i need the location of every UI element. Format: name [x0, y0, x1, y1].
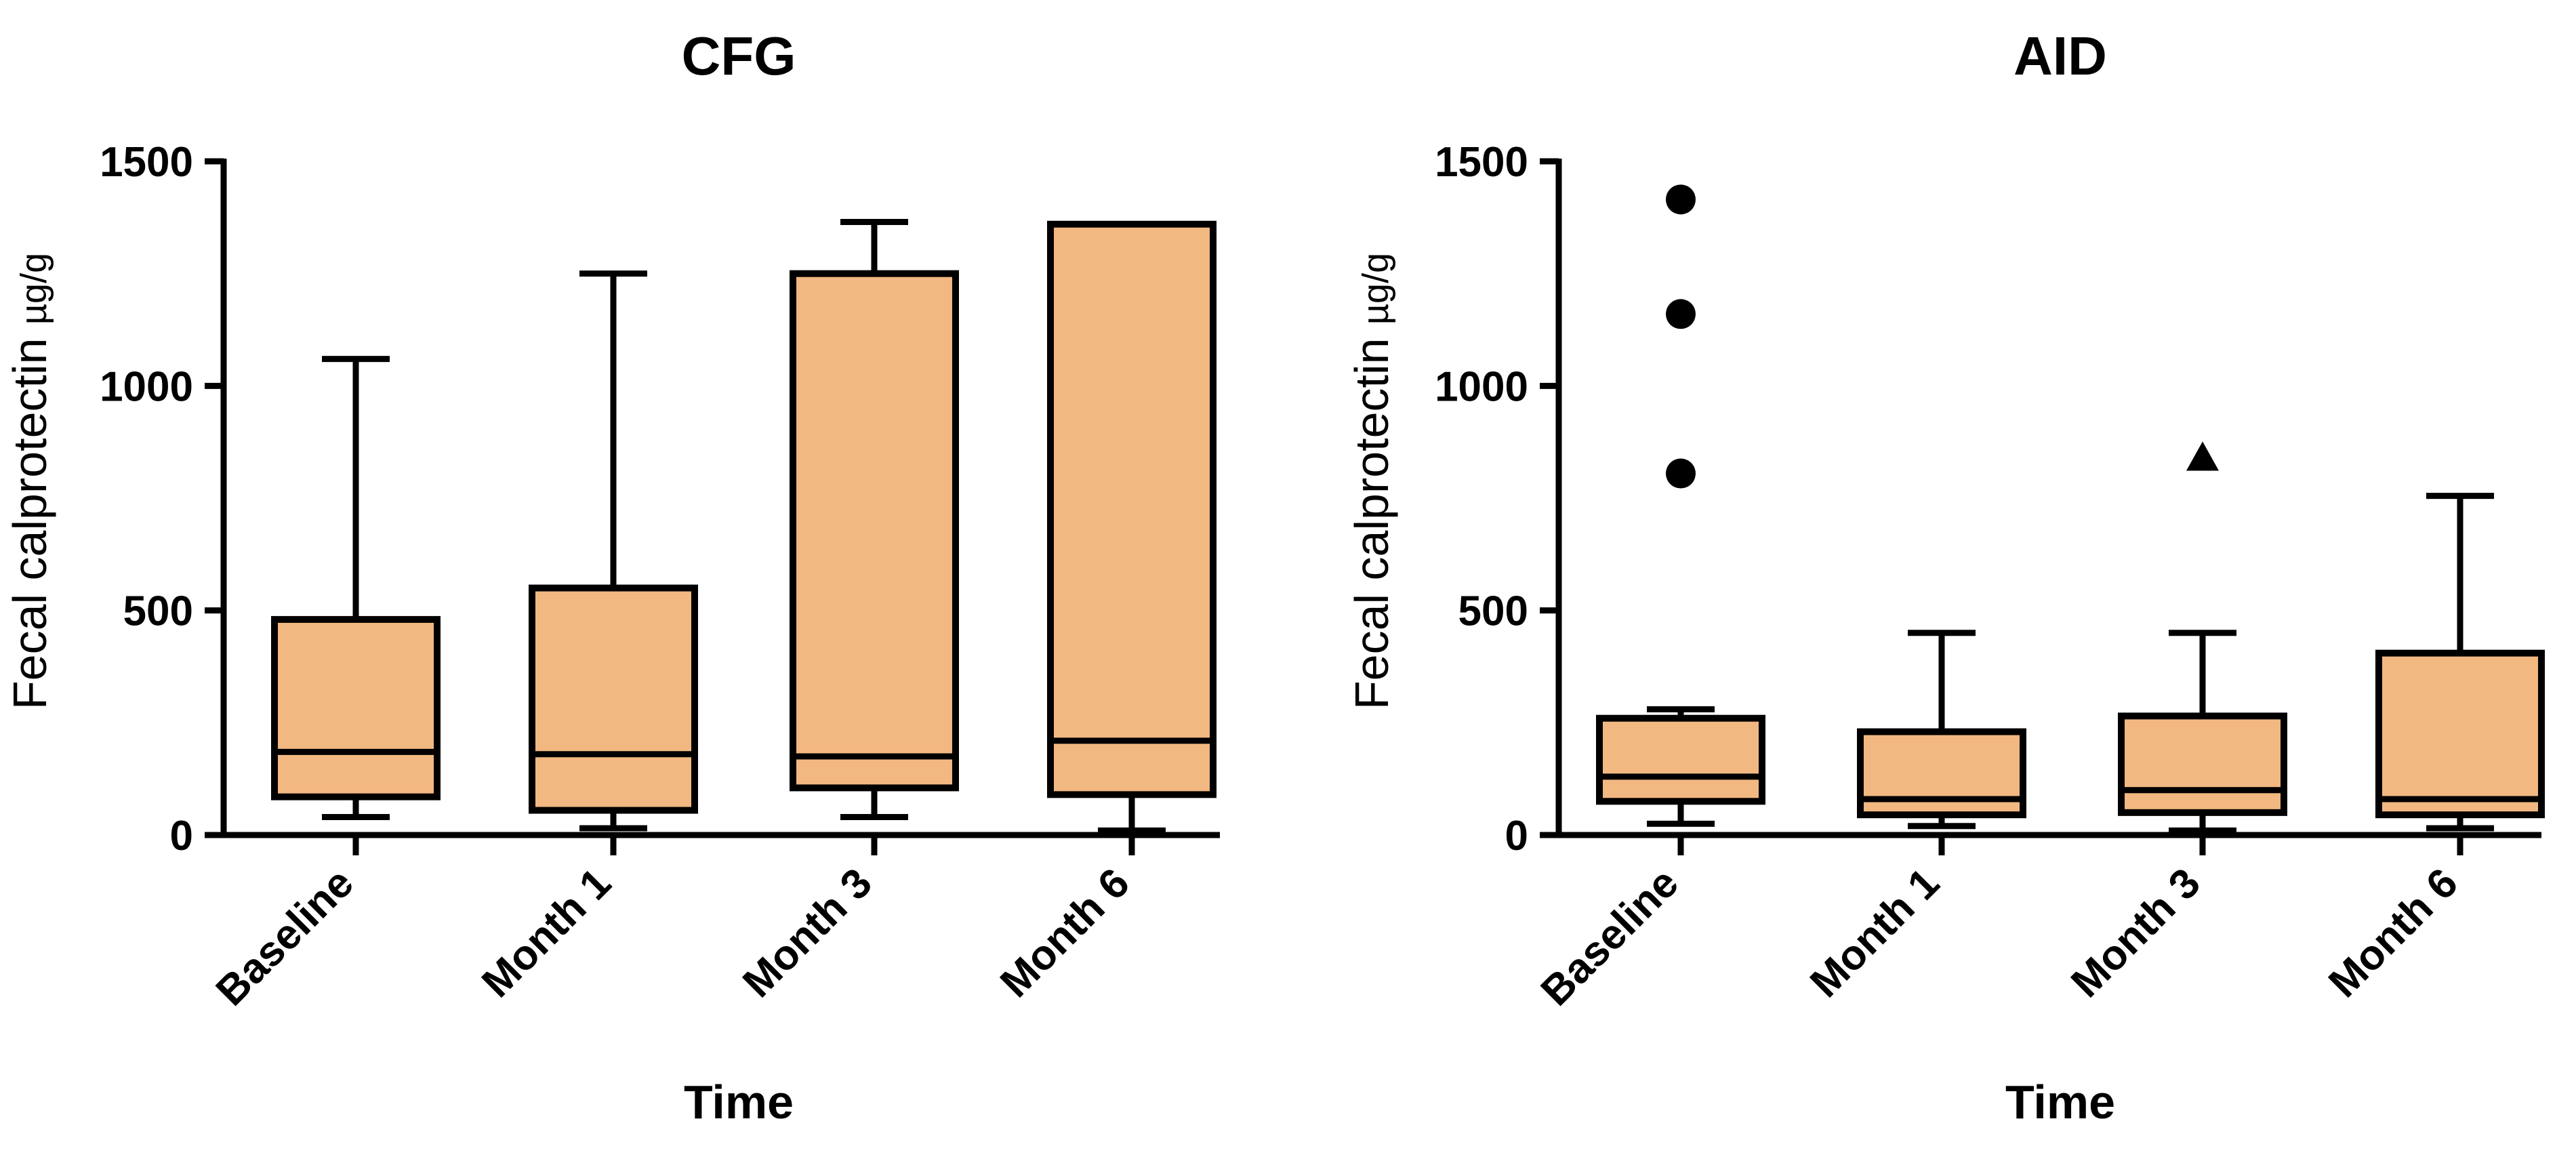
- y-tick-label: 1500: [1435, 139, 1528, 186]
- chart-title: AID: [2013, 26, 2107, 86]
- panel-cfg: CFG Fecal calprotectin µg/g Time 0 500 100…: [3, 26, 1220, 1128]
- iqr-box: [2375, 649, 2545, 819]
- y-axis-label-text: Fecal calprotectin: [3, 338, 56, 710]
- box-month-3: [2118, 630, 2287, 834]
- y-tick-label: 500: [123, 588, 193, 635]
- y-tick-label: 1500: [100, 139, 193, 186]
- y-axis-unit: µg/g: [1355, 253, 1396, 325]
- x-tick-label: Baseline: [207, 859, 363, 1015]
- outlier-triangle: [2186, 441, 2219, 471]
- x-tick-label: Baseline: [1532, 859, 1688, 1015]
- chart-marks: 0 500 1000 1500 Baseline Month 1 Month 3 Month …: [100, 139, 1220, 1015]
- box-month-3: [790, 218, 959, 820]
- iqr-box: [529, 584, 698, 814]
- outlier-point: [1666, 184, 1696, 215]
- iqr-box: [2118, 712, 2287, 816]
- outlier-point: [1666, 458, 1696, 489]
- y-tick-label: 0: [1505, 813, 1528, 859]
- x-tick-label: Month 3: [2062, 859, 2209, 1006]
- iqr-box: [790, 270, 959, 792]
- chart-title: CFG: [682, 26, 796, 86]
- y-tick-label: 1000: [1435, 363, 1528, 410]
- x-axis-label: Time: [2005, 1076, 2115, 1128]
- y-axis-label: Fecal calprotectin µg/g: [3, 253, 56, 710]
- box-baseline: [1596, 706, 1765, 827]
- box-month-6: [1047, 220, 1217, 834]
- outlier-point: [1666, 299, 1696, 329]
- iqr-box: [1857, 728, 2026, 819]
- x-tick-label: Month 1: [1801, 859, 1948, 1006]
- chart-marks: 0 500 1000 1500 Baseline Month 1 Month 3 Month …: [1435, 139, 2545, 1015]
- y-tick-label: 0: [170, 813, 193, 859]
- panel-aid: AID Fecal calprotectin µg/g Time 0 500 100…: [1345, 26, 2545, 1128]
- box-baseline: [271, 356, 441, 820]
- y-axis-label-text: Fecal calprotectin: [1345, 338, 1398, 710]
- x-tick-label: Month 6: [2320, 859, 2467, 1006]
- x-tick-label: Month 3: [734, 859, 881, 1006]
- iqr-box: [271, 615, 441, 800]
- x-tick-label: Month 1: [473, 859, 620, 1006]
- y-tick-label: 1000: [100, 363, 193, 410]
- x-axis-label: Time: [684, 1076, 794, 1128]
- y-axis-unit: µg/g: [14, 253, 54, 325]
- y-tick-label: 500: [1458, 588, 1528, 635]
- box-month-6: [2375, 493, 2545, 832]
- iqr-box: [1047, 220, 1217, 798]
- box-month-1: [529, 270, 698, 832]
- x-tick-label: Month 6: [991, 859, 1139, 1006]
- y-axis-label: Fecal calprotectin µg/g: [1345, 253, 1398, 710]
- iqr-box: [1596, 714, 1765, 805]
- box-month-1: [1857, 630, 2026, 830]
